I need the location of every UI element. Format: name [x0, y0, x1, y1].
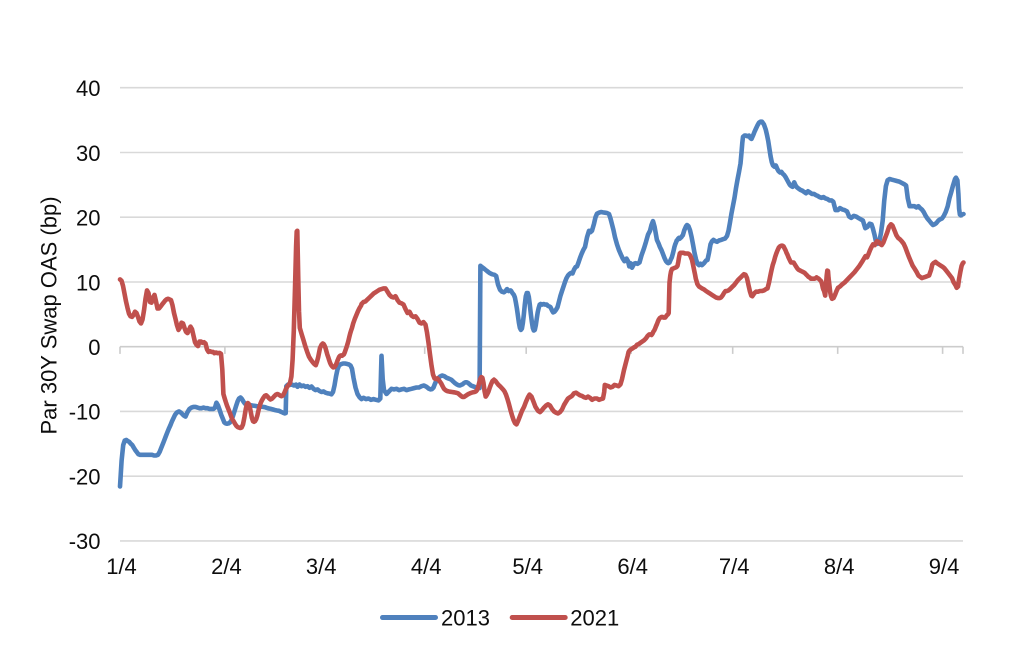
- svg-text:20: 20: [76, 206, 100, 231]
- svg-text:0: 0: [88, 335, 100, 360]
- svg-text:2/4: 2/4: [211, 554, 242, 579]
- svg-text:10: 10: [76, 270, 100, 295]
- svg-text:-30: -30: [69, 529, 101, 554]
- svg-text:6/4: 6/4: [617, 554, 648, 579]
- svg-text:40: 40: [76, 76, 100, 101]
- svg-text:9/4: 9/4: [929, 554, 960, 579]
- svg-text:Par 30Y Swap OAS (bp): Par 30Y Swap OAS (bp): [36, 196, 61, 434]
- svg-text:-10: -10: [69, 400, 101, 425]
- svg-text:4/4: 4/4: [411, 554, 442, 579]
- svg-text:30: 30: [76, 141, 100, 166]
- svg-text:7/4: 7/4: [719, 554, 750, 579]
- svg-text:3/4: 3/4: [306, 554, 337, 579]
- svg-text:2013: 2013: [441, 606, 490, 631]
- svg-text:1/4: 1/4: [106, 554, 137, 579]
- svg-text:2021: 2021: [570, 606, 619, 631]
- svg-text:8/4: 8/4: [824, 554, 855, 579]
- svg-text:-20: -20: [69, 465, 101, 490]
- svg-text:5/4: 5/4: [512, 554, 543, 579]
